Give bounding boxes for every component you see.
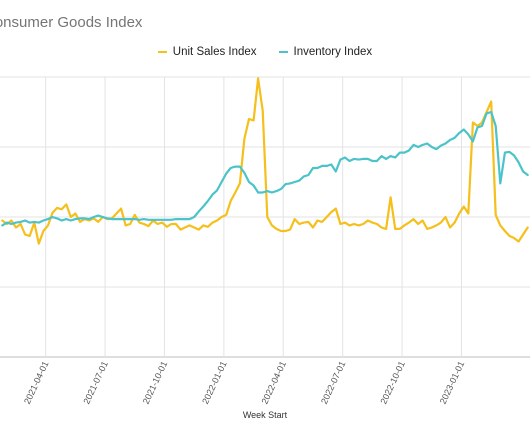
legend-item-inventory[interactable]: Inventory Index bbox=[278, 46, 373, 58]
x-tick-label: 2022-04-01 bbox=[260, 360, 289, 406]
legend-swatch-unit-sales bbox=[157, 51, 167, 53]
legend-label-unit-sales: Unit Sales Index bbox=[172, 46, 257, 58]
x-tick-label: 2022-07-01 bbox=[319, 360, 348, 406]
series-line-unit-sales bbox=[1, 77, 529, 245]
legend: Unit Sales Index Inventory Index bbox=[0, 46, 530, 58]
legend-swatch-inventory bbox=[278, 51, 288, 53]
x-tick-label: 2023-01-01 bbox=[438, 360, 467, 406]
legend-label-inventory: Inventory Index bbox=[293, 46, 373, 58]
chart-title: Consumer Goods Index bbox=[0, 14, 143, 31]
x-tick-label: 2022-01-01 bbox=[200, 360, 229, 406]
series-line-inventory bbox=[1, 110, 529, 227]
x-axis-title: Week Start bbox=[242, 410, 288, 420]
x-tick-label: 2021-04-01 bbox=[22, 360, 51, 406]
x-tick-label: 2022-10-01 bbox=[378, 360, 407, 406]
x-tick-label: 2021-10-01 bbox=[141, 360, 170, 406]
legend-item-unit-sales[interactable]: Unit Sales Index bbox=[157, 46, 257, 58]
x-tick-label: 2021-07-01 bbox=[81, 360, 110, 406]
